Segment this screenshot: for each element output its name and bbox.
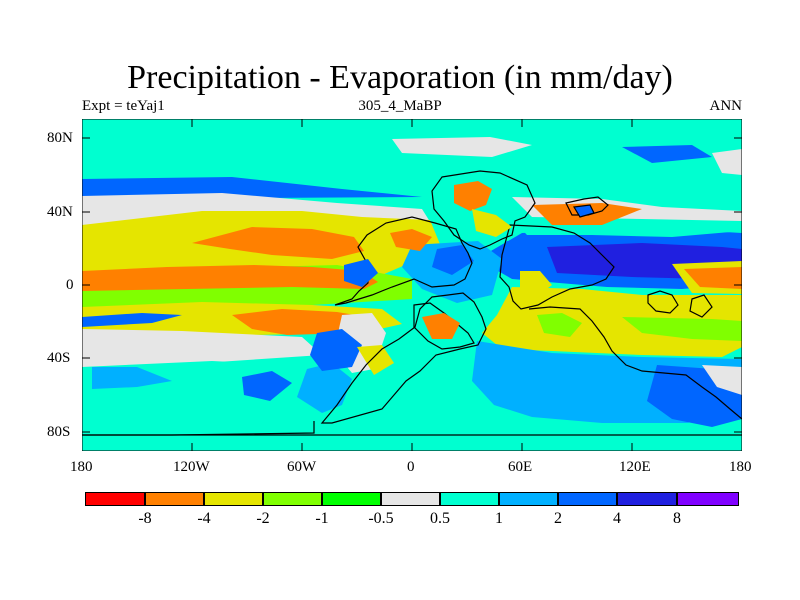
legend-label-1: 1 <box>495 510 503 527</box>
x-tick-0: 0 <box>407 459 415 475</box>
legend-box-7 <box>440 492 499 506</box>
x-tick-120w: 120W <box>173 459 210 475</box>
period-label: ANN <box>709 98 743 114</box>
map-svg <box>82 119 742 451</box>
legend-box-4 <box>263 492 322 506</box>
color-legend <box>85 492 739 508</box>
legend-label-0-5: 0.5 <box>430 510 450 527</box>
legend-box-8 <box>499 492 558 506</box>
legend-label-neg1: -1 <box>315 510 329 527</box>
landmass-outlines <box>82 170 742 436</box>
y-tick-40s: 40S <box>47 350 71 366</box>
time-label: 305_4_MaBP <box>358 98 442 114</box>
legend-label-4: 4 <box>613 510 621 527</box>
legend-box-11 <box>677 492 739 506</box>
legend-label-neg4: -4 <box>197 510 211 527</box>
legend-box-6 <box>381 492 440 506</box>
x-tick-180-right: 180 <box>729 459 752 475</box>
legend-box-9 <box>558 492 617 506</box>
legend-label-8: 8 <box>673 510 681 527</box>
precip-bands <box>82 119 742 451</box>
chart-title: Precipitation - Evaporation (in mm/day) <box>127 59 673 96</box>
x-tick-120e: 120E <box>619 459 651 475</box>
x-tick-60e: 60E <box>508 459 533 475</box>
legend-label-2: 2 <box>554 510 562 527</box>
legend-box-5 <box>322 492 381 506</box>
legend-box-1 <box>85 492 145 506</box>
y-tick-0: 0 <box>66 277 74 293</box>
precipitation-evaporation-map <box>82 119 742 451</box>
axis-ticks <box>82 119 742 451</box>
experiment-label: Expt = teYaj1 <box>82 98 165 114</box>
x-tick-180-left: 180 <box>70 459 93 475</box>
x-tick-60w: 60W <box>287 459 317 475</box>
legend-label-neg0-5: -0.5 <box>368 510 394 527</box>
legend-label-neg2: -2 <box>256 510 270 527</box>
continent-fill-accents <box>344 181 582 339</box>
legend-box-2 <box>145 492 204 506</box>
legend-label-neg8: -8 <box>138 510 152 527</box>
y-tick-40n: 40N <box>47 204 73 220</box>
legend-box-3 <box>204 492 263 506</box>
y-tick-80s: 80S <box>47 424 71 440</box>
legend-box-10 <box>617 492 677 506</box>
legend-labels: -8 -4 -2 -1 -0.5 0.5 1 2 4 8 <box>85 510 739 530</box>
y-tick-80n: 80N <box>47 130 73 146</box>
